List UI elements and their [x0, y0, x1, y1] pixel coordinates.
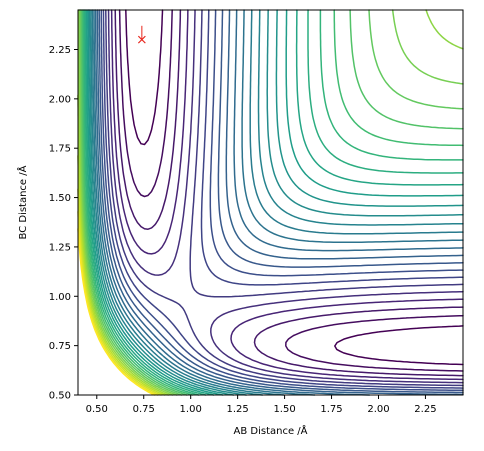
- contour-level-21: [81, 9, 464, 396]
- contour-level-3: [114, 9, 464, 377]
- contour-level-19: [83, 9, 464, 396]
- contour-level-6: [105, 9, 464, 387]
- contour-level-9: [98, 9, 464, 394]
- y-tick-label: 1.75: [49, 144, 71, 155]
- x-tick-label: 0.50: [86, 404, 108, 415]
- x-axis: 0.50 0.75 1.00 1.25 1.50 1.75 2.00 2.25: [86, 395, 437, 415]
- marker-layer: [137, 25, 146, 44]
- y-tick-label: 2.25: [49, 45, 71, 56]
- contour-level-20: [82, 9, 464, 396]
- contour-level-2: [118, 9, 464, 372]
- contour-level-27: [77, 154, 166, 396]
- contour-level-5: [107, 9, 464, 384]
- contour-level-28: [77, 188, 162, 396]
- contour-level-22: [80, 9, 464, 396]
- x-axis-title: AB Distance /Å: [234, 424, 308, 437]
- contour-level-13: [91, 9, 464, 396]
- x-tick-label: 1.00: [180, 404, 202, 415]
- contour-level-11: [94, 9, 464, 396]
- contour-level-18: [85, 9, 464, 396]
- y-axis: 0.50 0.75 1.00 1.25 1.50 1.75 2.00 2.25: [49, 45, 78, 402]
- contour-level-10: [96, 9, 464, 396]
- start-point-marker: [137, 35, 146, 44]
- y-axis-title: BC Distance /Å: [16, 165, 29, 239]
- contour-level-15: [88, 9, 464, 396]
- y-tick-label: 0.75: [49, 341, 71, 352]
- contour-level-30: [77, 228, 156, 396]
- contour-level-29: [77, 211, 159, 396]
- contour-level-23: [79, 9, 464, 396]
- contour-level-16: [87, 9, 464, 396]
- contour-level-26: [77, 94, 170, 396]
- contour-level-25: [77, 9, 464, 396]
- contour-level-8: [100, 9, 464, 392]
- contour-level-17: [86, 9, 464, 396]
- contour-level-14: [90, 9, 464, 396]
- x-tick-label: 0.75: [133, 404, 155, 415]
- x-tick-label: 1.50: [273, 404, 295, 415]
- contour-lines: [77, 9, 464, 396]
- y-tick-label: 2.00: [49, 94, 71, 105]
- contour-level-7: [102, 9, 464, 389]
- x-tick-label: 2.25: [414, 404, 436, 415]
- y-tick-label: 1.25: [49, 242, 71, 253]
- x-tick-label: 2.00: [367, 404, 389, 415]
- contour-level-1: [125, 9, 464, 366]
- plot-frame: [77, 9, 464, 396]
- y-tick-label: 0.50: [49, 391, 71, 402]
- contour-level-24: [78, 9, 464, 396]
- y-tick-label: 1.50: [49, 193, 71, 204]
- contour-level-12: [93, 9, 464, 396]
- contour-level-4: [110, 9, 464, 381]
- y-tick-label: 1.00: [49, 292, 71, 303]
- x-tick-label: 1.75: [320, 404, 342, 415]
- x-tick-label: 1.25: [227, 404, 249, 415]
